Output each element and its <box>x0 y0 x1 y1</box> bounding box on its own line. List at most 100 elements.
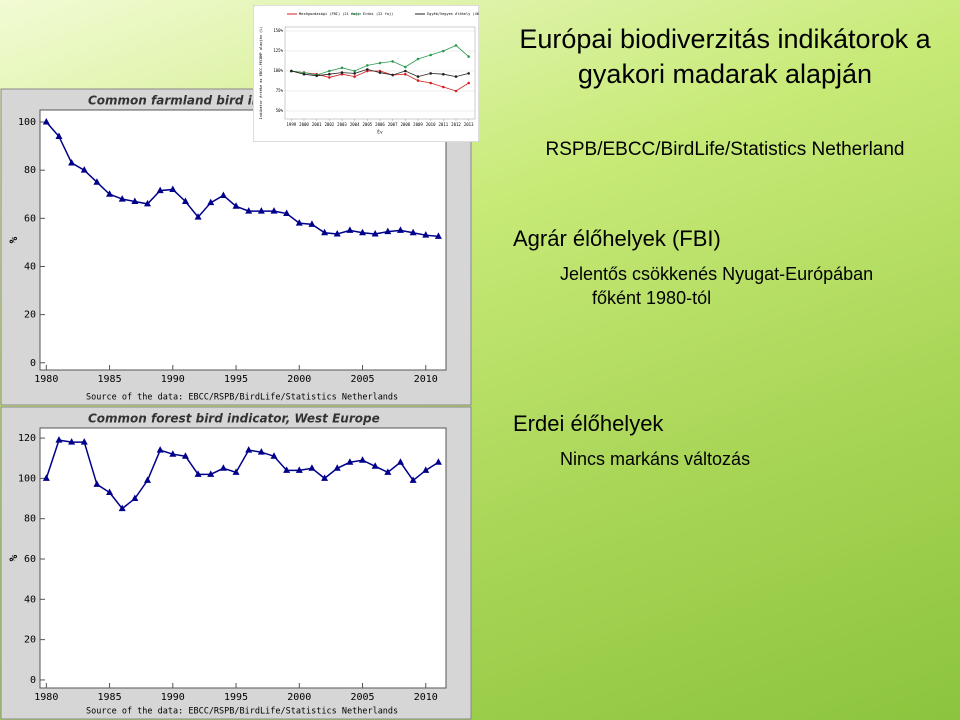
x-tick-label: 1985 <box>98 374 122 385</box>
marker <box>181 452 189 459</box>
marker <box>404 65 407 69</box>
marker <box>207 198 215 206</box>
marker <box>131 494 139 502</box>
marker <box>422 466 430 473</box>
y-tick-label: 80 <box>24 165 36 176</box>
x-tick-label: 1980 <box>34 692 58 703</box>
y-tick-label: 125% <box>273 48 283 53</box>
x-tick-label: 2010 <box>414 692 438 703</box>
marker <box>434 232 442 239</box>
marker <box>467 81 470 85</box>
marker <box>416 79 420 82</box>
marker <box>169 185 177 192</box>
y-axis-label: % <box>7 236 20 243</box>
x-tick-label: 1999 <box>287 122 297 127</box>
marker <box>384 227 392 235</box>
marker <box>270 452 278 459</box>
y-tick-label: 100% <box>273 68 283 73</box>
marker <box>232 202 240 209</box>
marker <box>396 458 404 465</box>
inset-chart: Mezőgazdasági (FBI) (21 faj) Erdei (22 fa… <box>253 5 479 142</box>
marker <box>429 81 432 85</box>
x-tick-label: 2003 <box>337 122 347 127</box>
legend-label: Mezőgazdasági (FBI) (21 faj) <box>299 12 360 16</box>
x-tick-label: 1990 <box>161 374 185 385</box>
marker <box>245 446 253 453</box>
marker <box>328 76 331 79</box>
marker <box>245 207 253 214</box>
marker <box>454 89 458 93</box>
section-text: Jelentős csökkenés Nyugat-Európában főké… <box>560 264 874 308</box>
x-tick-label: 2002 <box>325 122 335 127</box>
marker <box>366 68 369 71</box>
y-tick-label: 100 <box>18 473 36 484</box>
marker <box>346 226 354 233</box>
marker <box>144 199 152 207</box>
x-tick-label: 2005 <box>350 692 374 703</box>
marker <box>404 72 407 76</box>
marker <box>283 209 291 217</box>
marker <box>181 197 189 204</box>
marker <box>315 74 318 78</box>
marker <box>378 71 382 74</box>
section-heading: Erdei élőhelyek <box>513 411 664 436</box>
marker <box>333 229 341 237</box>
y-tick-label: 60 <box>24 213 36 224</box>
x-tick-label: 2004 <box>350 122 360 127</box>
plot-area <box>39 427 447 689</box>
marker <box>169 450 177 457</box>
marker <box>144 476 152 483</box>
x-tick-label: 1995 <box>224 374 248 385</box>
y-tick-label: 0 <box>30 358 36 369</box>
chart-title: Common forest bird indicator, West Europ… <box>88 412 380 426</box>
y-tick-label: 40 <box>24 261 36 272</box>
marker <box>416 75 420 78</box>
marker <box>131 197 139 204</box>
marker <box>378 61 382 65</box>
marker <box>219 464 227 471</box>
forest-chart: Common forest bird indicator, West Europ… <box>0 406 472 720</box>
x-tick-label: 2011 <box>439 122 449 127</box>
x-tick-label: 2000 <box>299 122 309 127</box>
marker <box>371 462 379 469</box>
marker <box>340 71 344 74</box>
marker <box>308 220 316 227</box>
marker <box>442 49 445 53</box>
x-tick-label: 1995 <box>224 692 248 703</box>
line <box>45 439 439 510</box>
source-note: Source of the data: EBCC/RSPB/BirdLife/S… <box>86 707 398 717</box>
marker <box>422 231 430 238</box>
marker <box>321 228 329 236</box>
marker <box>429 72 432 75</box>
x-tick-label: 2000 <box>287 374 311 385</box>
marker <box>396 226 404 233</box>
marker <box>118 504 126 512</box>
marker <box>359 228 367 236</box>
marker <box>106 190 114 197</box>
y-axis-label: % <box>7 554 20 561</box>
marker <box>442 72 445 76</box>
marker <box>93 178 101 185</box>
y-tick-label: 100 <box>18 117 36 128</box>
marker <box>467 72 470 75</box>
marker <box>42 118 50 125</box>
marker <box>290 69 293 73</box>
marker <box>353 72 356 75</box>
marker <box>429 53 432 57</box>
marker <box>359 456 367 463</box>
marker <box>68 158 76 166</box>
x-tick-label: 2006 <box>375 122 385 127</box>
x-tick-label: 1985 <box>98 692 122 703</box>
slide-subtitle: RSPB/EBCC/BirdLife/Statistics Netherland <box>545 139 905 160</box>
y-axis-label: Indikátor értéke az EBCC-PECBMP alapján … <box>259 26 263 119</box>
x-tick-label: 2010 <box>426 122 436 127</box>
y-tick-label: 50% <box>276 108 284 113</box>
marker <box>118 195 126 202</box>
x-tick-label: 1980 <box>34 374 58 385</box>
marker <box>371 229 379 237</box>
slide-title: Európai biodiverzitás indikátorok a gyak… <box>519 24 931 89</box>
marker <box>409 228 417 236</box>
marker <box>270 207 278 214</box>
y-tick-label: 80 <box>24 514 36 525</box>
